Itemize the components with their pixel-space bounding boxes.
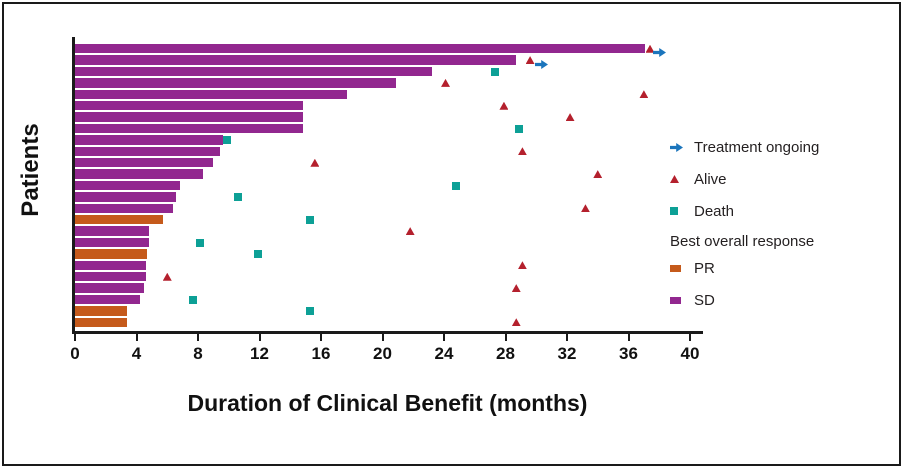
patient-bar xyxy=(75,78,397,88)
x-axis-tick xyxy=(689,334,691,341)
x-axis-tick-label: 28 xyxy=(496,344,515,363)
x-axis-tick xyxy=(135,334,138,341)
patient-bar xyxy=(75,112,303,122)
alive-marker xyxy=(639,90,649,99)
x-axis-tick xyxy=(381,334,384,341)
x-axis-tick-label: 20 xyxy=(373,344,392,363)
x-axis-tick-label: 24 xyxy=(434,344,454,363)
death-marker xyxy=(223,135,232,144)
death-marker xyxy=(306,215,315,224)
patient-bar xyxy=(75,66,432,77)
alive-marker xyxy=(511,284,521,293)
patient-bar xyxy=(75,249,148,259)
x-axis-tick xyxy=(197,334,199,341)
patient-bar xyxy=(75,306,128,316)
patient-bar xyxy=(75,169,203,179)
death-marker xyxy=(233,192,242,201)
patient-bar xyxy=(75,294,140,305)
death-marker xyxy=(515,124,524,133)
alive-triangle-icon xyxy=(670,175,684,183)
alive-marker xyxy=(525,56,535,65)
treatment-ongoing-arrow-marker xyxy=(534,56,548,69)
x-axis-tick-label: 8 xyxy=(193,344,203,363)
patient-bar xyxy=(75,237,149,248)
x-axis-tick xyxy=(504,334,507,341)
death-marker xyxy=(490,67,499,76)
legend-label-pr: PR xyxy=(694,259,715,277)
death-marker xyxy=(189,295,198,304)
x-axis-tick-label: 0 xyxy=(70,344,80,363)
legend: Treatment ongoing Alive Death Best overa… xyxy=(670,137,819,322)
x-axis-tick-label: 16 xyxy=(311,344,331,363)
alive-marker xyxy=(645,44,655,53)
legend-label-treatment-ongoing: Treatment ongoing xyxy=(694,138,820,156)
legend-label-sd: SD xyxy=(694,291,715,309)
patient-bar xyxy=(75,283,145,293)
patient-bar xyxy=(75,203,174,213)
patient-bar xyxy=(75,44,646,54)
y-axis-line xyxy=(72,37,75,334)
treatment-ongoing-arrow-icon xyxy=(670,142,684,152)
x-axis-tick xyxy=(74,334,76,341)
alive-marker xyxy=(405,227,415,236)
patient-bar xyxy=(75,146,220,156)
patient-bar xyxy=(75,55,517,65)
legend-item-treatment-ongoing: Treatment ongoing xyxy=(670,137,819,157)
alive-marker xyxy=(565,113,575,122)
x-axis-tick-label: 12 xyxy=(250,344,269,363)
x-axis-line xyxy=(72,331,703,334)
pr-swatch-icon xyxy=(670,264,684,272)
x-axis-tick xyxy=(566,334,568,341)
death-square-icon xyxy=(670,207,684,215)
x-axis-tick xyxy=(320,334,322,341)
alive-marker xyxy=(517,261,527,270)
alive-marker xyxy=(580,204,590,213)
legend-item-sd: SD xyxy=(670,290,819,310)
patient-bar xyxy=(75,101,303,111)
death-marker xyxy=(195,238,204,247)
legend-item-alive: Alive xyxy=(670,169,819,189)
x-axis-tick xyxy=(627,334,630,341)
alive-marker xyxy=(511,318,521,327)
patient-bar xyxy=(75,158,214,168)
legend-label-alive: Alive xyxy=(694,170,727,188)
alive-marker xyxy=(517,147,527,156)
death-marker xyxy=(452,181,461,190)
patient-bar xyxy=(75,260,146,270)
alive-marker xyxy=(310,158,320,167)
death-marker xyxy=(253,249,262,258)
x-axis-tick-label: 40 xyxy=(680,344,700,363)
alive-marker xyxy=(499,101,509,110)
patient-bar xyxy=(75,317,128,327)
patient-bar xyxy=(75,192,177,202)
alive-marker xyxy=(593,170,603,179)
x-axis-tick xyxy=(443,334,445,341)
patient-bar xyxy=(75,272,146,282)
legend-response-header: Best overall response xyxy=(670,233,815,250)
x-axis-tick-label: 4 xyxy=(131,344,142,363)
legend-label-death: Death xyxy=(694,202,735,220)
patient-bar xyxy=(75,135,223,145)
legend-item-pr: PR xyxy=(670,258,819,278)
treatment-ongoing-arrow-marker xyxy=(653,44,667,58)
patient-bar xyxy=(75,215,163,225)
alive-marker xyxy=(162,272,172,281)
patient-bar xyxy=(75,89,348,99)
alive-marker xyxy=(441,78,451,87)
patient-bar xyxy=(75,226,149,236)
x-axis-tick-label: 36 xyxy=(619,344,638,363)
patient-bar xyxy=(75,123,303,134)
death-marker xyxy=(306,306,315,315)
x-axis-title: Duration of Clinical Benefit (months) xyxy=(187,390,588,416)
x-axis-tick xyxy=(258,334,261,341)
legend-item-death: Death xyxy=(670,201,819,221)
sd-swatch-icon xyxy=(670,296,684,304)
patient-bar xyxy=(75,180,180,191)
x-axis-tick-label: 32 xyxy=(557,344,577,363)
